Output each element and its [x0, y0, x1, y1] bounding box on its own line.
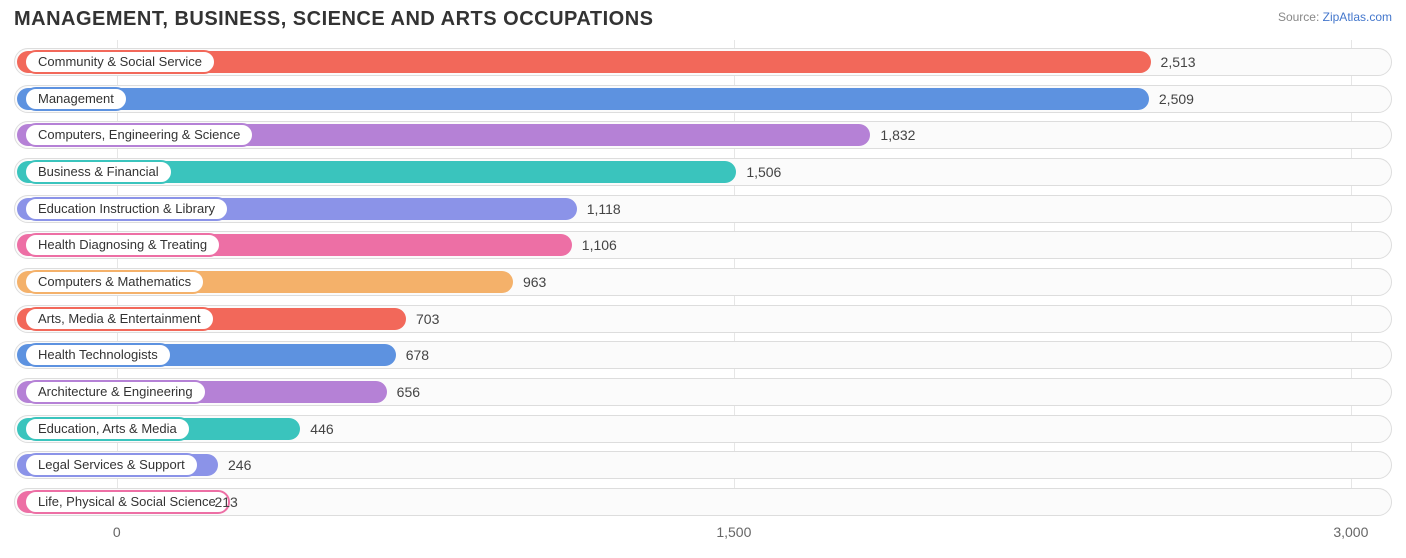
category-pill: Health Technologists: [24, 343, 172, 367]
bar-row: Computers & Mathematics 963: [14, 268, 1392, 296]
bar-value-label: 656: [397, 384, 420, 400]
bar-value-label: 213: [214, 494, 237, 510]
bar-value-label: 963: [523, 274, 546, 290]
category-pill: Computers, Engineering & Science: [24, 123, 254, 147]
category-pill: Education Instruction & Library: [24, 197, 229, 221]
bar-value-label: 446: [310, 421, 333, 437]
bar-row: Health Technologists 678: [14, 341, 1392, 369]
plot-area: 0 1,500 3,000 Community & Social Service 2,…: [14, 40, 1392, 546]
bar-row: Life, Physical & Social Science213: [14, 488, 1392, 516]
bar-value-label: 678: [406, 347, 429, 363]
bar-value-label: 1,118: [587, 201, 621, 217]
category-pill: Architecture & Engineering: [24, 380, 207, 404]
category-pill: Arts, Media & Entertainment: [24, 307, 215, 331]
bar-value-label: 1,832: [880, 127, 915, 143]
bar-value-label: 246: [228, 457, 251, 473]
bar-value-label: 1,106: [582, 237, 617, 253]
bar-row: Community & Social Service 2,513: [14, 48, 1392, 76]
category-pill: Life, Physical & Social Science: [24, 490, 230, 514]
bar: [17, 88, 1149, 110]
bar-row: Education, Arts & Media 446: [14, 415, 1392, 443]
chart-title: MANAGEMENT, BUSINESS, SCIENCE AND ARTS O…: [14, 8, 653, 31]
x-tick-label: 3,000: [1333, 524, 1368, 540]
category-pill: Health Diagnosing & Treating: [24, 233, 221, 257]
bar-row: Architecture & Engineering 656: [14, 378, 1392, 406]
source-attribution: Source: ZipAtlas.com: [1278, 10, 1392, 24]
bar-row: Business & Financial 1,506: [14, 158, 1392, 186]
chart-container: MANAGEMENT, BUSINESS, SCIENCE AND ARTS O…: [0, 0, 1406, 558]
category-pill: Business & Financial: [24, 160, 173, 184]
category-pill: Computers & Mathematics: [24, 270, 205, 294]
bar-row: Arts, Media & Entertainment 703: [14, 305, 1392, 333]
bar-value-label: 2,509: [1159, 91, 1194, 107]
bar-row: Legal Services & Support 246: [14, 451, 1392, 479]
bars-group: Community & Social Service 2,513 Managemen…: [14, 48, 1392, 516]
bar-value-label: 1,506: [746, 164, 781, 180]
bar-row: Health Diagnosing & Treating 1,106: [14, 231, 1392, 259]
category-pill: Legal Services & Support: [24, 453, 199, 477]
bar-row: Management 2,509: [14, 85, 1392, 113]
bar-value-label: 703: [416, 311, 439, 327]
bar-value-label: 2,513: [1161, 54, 1196, 70]
category-pill: Management: [24, 87, 128, 111]
x-tick-label: 0: [113, 524, 121, 540]
category-pill: Community & Social Service: [24, 50, 216, 74]
bar-track: [14, 451, 1392, 479]
source-prefix: Source:: [1278, 10, 1323, 24]
source-link[interactable]: ZipAtlas.com: [1323, 10, 1392, 24]
category-pill: Education, Arts & Media: [24, 417, 191, 441]
bar-row: Computers, Engineering & Science 1,832: [14, 121, 1392, 149]
x-tick-label: 1,500: [716, 524, 751, 540]
bar-row: Education Instruction & Library 1,118: [14, 195, 1392, 223]
